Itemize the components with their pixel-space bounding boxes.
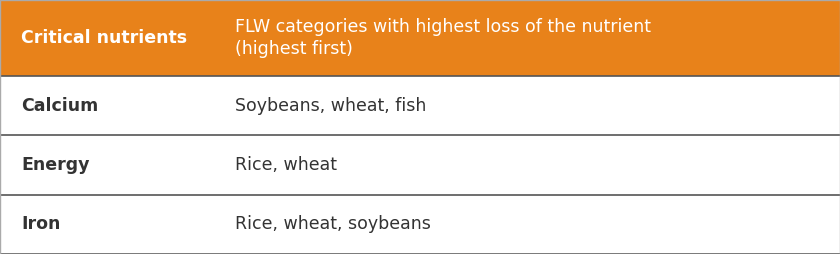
FancyBboxPatch shape [0, 76, 840, 135]
Text: Critical nutrients: Critical nutrients [21, 29, 187, 47]
FancyBboxPatch shape [0, 0, 840, 76]
Text: FLW categories with highest loss of the nutrient
(highest first): FLW categories with highest loss of the … [235, 18, 651, 58]
Text: Energy: Energy [21, 156, 90, 174]
Text: Rice, wheat: Rice, wheat [235, 156, 337, 174]
Text: Iron: Iron [21, 215, 60, 233]
Text: Calcium: Calcium [21, 97, 98, 115]
FancyBboxPatch shape [0, 135, 840, 195]
Text: Rice, wheat, soybeans: Rice, wheat, soybeans [235, 215, 431, 233]
FancyBboxPatch shape [0, 195, 840, 254]
Text: Soybeans, wheat, fish: Soybeans, wheat, fish [235, 97, 427, 115]
